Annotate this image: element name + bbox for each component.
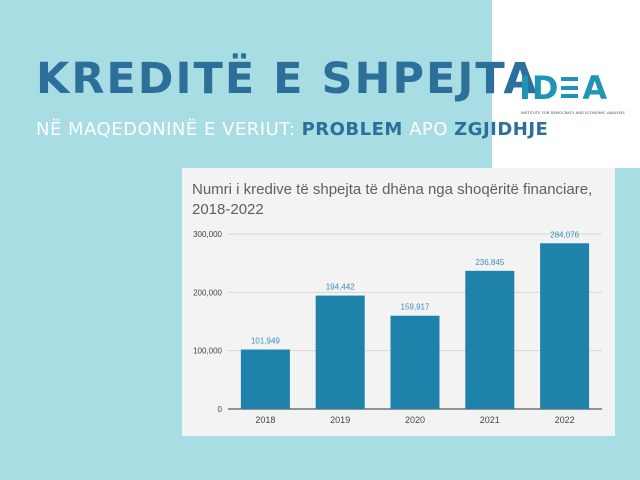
page-title: KREDITË E SHPEJTA xyxy=(36,54,539,104)
y-tick-label: 300,000 xyxy=(193,230,222,239)
data-label: 284,076 xyxy=(550,230,579,239)
logo-tagline: INSTITUTE FOR DEMOCRACY AND ECONOMIC ANA… xyxy=(521,111,625,115)
bar xyxy=(390,315,440,409)
subtitle-part-2: APO xyxy=(402,119,455,140)
x-tick-label: 2021 xyxy=(480,415,500,425)
logo-panel xyxy=(492,0,640,168)
bar xyxy=(540,243,590,409)
y-tick-label: 100,000 xyxy=(193,347,222,356)
x-tick-label: 2022 xyxy=(555,415,575,425)
idea-logo: IDEA INSTITUTE FOR DEMOCRACY AND ECONOMI… xyxy=(519,72,625,122)
logo-e-bar xyxy=(561,77,579,81)
x-tick-label: 2020 xyxy=(405,415,425,425)
logo-e-bar xyxy=(561,85,579,90)
x-tick-label: 2018 xyxy=(255,415,275,425)
logo-letter: A xyxy=(582,69,609,107)
data-label: 236,845 xyxy=(475,258,504,267)
subtitle-highlight-problem: PROBLEM xyxy=(301,119,403,140)
y-tick-label: 0 xyxy=(218,405,223,414)
chart-card: Numri i kredive të shpejta të dhëna nga … xyxy=(182,168,615,436)
bar xyxy=(240,349,290,409)
logo-letter-e: E xyxy=(559,72,582,104)
subtitle-highlight-solution: ZGJIDHJE xyxy=(454,119,549,140)
subtitle-part-3: ? xyxy=(548,119,559,140)
x-tick-label: 2019 xyxy=(330,415,350,425)
data-label: 159,917 xyxy=(401,303,430,312)
page-subtitle: NË MAQEDONINË E VERIUT: PROBLEM APO ZGJI… xyxy=(36,120,558,140)
data-label: 194,442 xyxy=(326,283,355,292)
subtitle-part-1: NË MAQEDONINË E VERIUT: xyxy=(36,119,302,140)
logo-letter: D xyxy=(531,69,560,107)
data-label: 101,949 xyxy=(251,337,280,346)
y-tick-label: 200,000 xyxy=(193,288,222,297)
bar xyxy=(315,295,365,409)
logo-e-bar xyxy=(561,94,579,98)
chart-title: Numri i kredive të shpejta të dhëna nga … xyxy=(192,181,593,218)
bar xyxy=(465,270,515,409)
logo-wordmark: IDEA xyxy=(519,72,608,104)
logo-letter: I xyxy=(519,69,532,107)
bar-chart: 0 100,000 200,000 300,000 101,949 2018 194,442… xyxy=(193,230,602,425)
